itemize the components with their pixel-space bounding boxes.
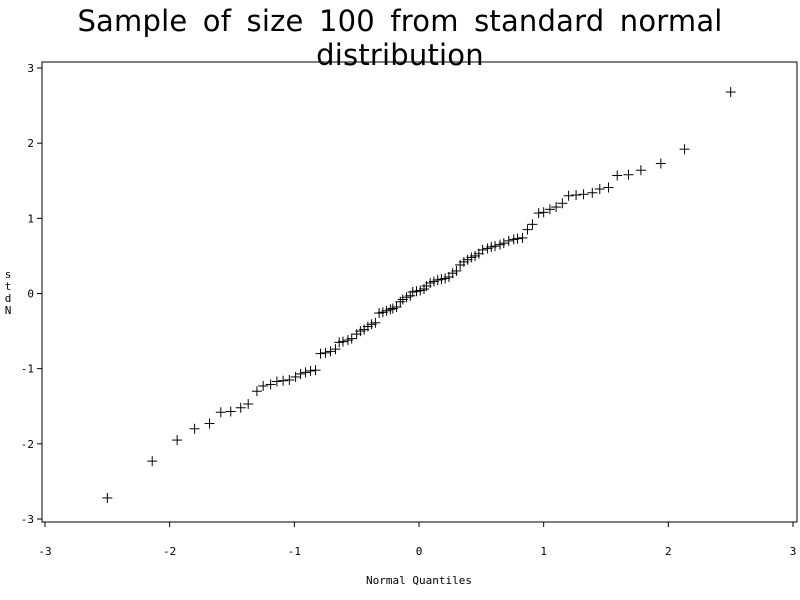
data-point [517, 232, 528, 243]
data-point [225, 406, 236, 417]
data-point [295, 368, 306, 379]
data-point [284, 374, 295, 385]
data-point [320, 347, 331, 358]
data-point [251, 386, 262, 397]
data-point [563, 190, 574, 201]
data-point [551, 202, 562, 213]
y-axis: -3 -2 -1 0 1 2 3 [21, 62, 42, 526]
data-point [278, 375, 289, 386]
data-point [330, 344, 341, 355]
data-point [305, 365, 316, 376]
y-tick-label: 0 [27, 288, 34, 301]
data-point [578, 189, 589, 200]
y-tick-label: -3 [21, 513, 34, 526]
data-point [557, 198, 568, 209]
x-tick-label: 3 [790, 545, 797, 558]
data-point [522, 224, 533, 235]
x-axis: -3 -2 -1 0 1 2 3 [38, 522, 796, 558]
data-point [594, 184, 605, 195]
data-point [587, 187, 598, 198]
data-point [603, 182, 614, 193]
data-point [310, 365, 321, 376]
data-point [533, 208, 544, 219]
data-point [189, 423, 200, 434]
data-point [102, 492, 113, 503]
data-point [370, 317, 381, 328]
data-point [623, 169, 634, 180]
data-point [571, 190, 582, 201]
x-tick-label: 1 [540, 545, 547, 558]
data-point [503, 235, 514, 246]
data-points [102, 87, 736, 503]
data-point [337, 336, 348, 347]
data-point [679, 144, 690, 155]
data-point [725, 87, 736, 98]
data-point [498, 238, 509, 249]
chart-title: Sample of size 100 from standard normal … [77, 4, 723, 72]
data-point [235, 402, 246, 413]
data-point [385, 304, 396, 315]
data-point [544, 204, 555, 215]
x-tick-label: -2 [163, 545, 176, 558]
data-point [204, 418, 215, 429]
x-tick-label: 0 [416, 545, 423, 558]
y-tick-label: 1 [27, 212, 34, 225]
data-point [346, 333, 357, 344]
data-point [490, 241, 501, 252]
data-point [325, 346, 336, 357]
data-point [315, 348, 326, 359]
data-point [147, 456, 158, 467]
data-point [265, 379, 276, 390]
data-point [538, 207, 549, 218]
x-tick-label: -3 [38, 545, 51, 558]
y-tick-label: -1 [21, 363, 34, 376]
data-point [635, 165, 646, 176]
data-point [527, 219, 538, 230]
data-point [655, 158, 666, 169]
y-tick-label: 3 [27, 62, 34, 75]
data-point [512, 233, 523, 244]
data-point [477, 244, 488, 255]
x-axis-label: Normal Quantiles [366, 574, 472, 587]
x-tick-label: 2 [665, 545, 672, 558]
x-tick-label: -1 [288, 545, 301, 558]
data-point [215, 407, 226, 418]
data-point [258, 380, 269, 391]
y-tick-label: 2 [27, 137, 34, 150]
y-tick-label: -2 [21, 438, 34, 451]
data-point [391, 302, 402, 313]
data-point [395, 296, 406, 307]
data-point [612, 170, 623, 181]
data-point [300, 367, 311, 378]
data-point [271, 376, 282, 387]
data-point [243, 398, 254, 409]
plot-frame [41, 61, 798, 523]
data-point [172, 435, 183, 446]
data-point [451, 265, 462, 276]
